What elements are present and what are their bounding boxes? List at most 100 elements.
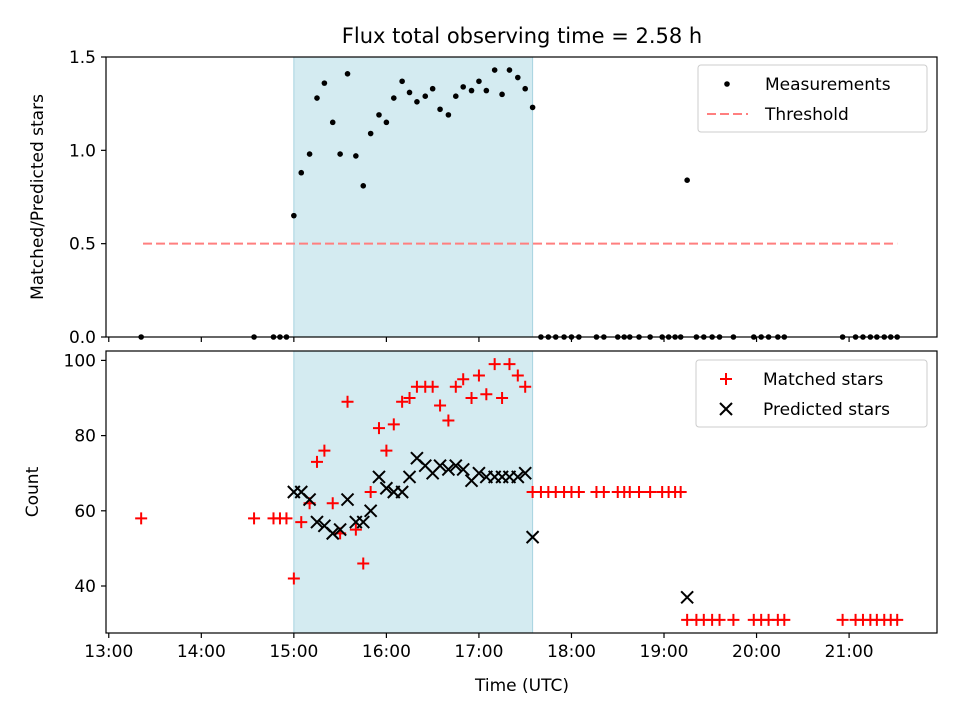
matched-star-point <box>496 392 509 404</box>
measurement-point <box>514 74 521 81</box>
x-tick-label: 13:00 <box>84 642 133 662</box>
legend-threshold-label: Threshold <box>764 105 849 125</box>
matched-star-point <box>135 512 148 525</box>
predicted-star-point <box>356 515 370 529</box>
matched-star-point <box>674 486 687 498</box>
matched-star-point <box>442 414 455 427</box>
predicted-star-point <box>302 492 317 507</box>
legend-predicted-marker <box>719 402 733 416</box>
matched-star-point <box>287 572 300 585</box>
matched-star-point <box>341 395 354 408</box>
measurement-point <box>437 106 443 113</box>
top-legend: Measurements Threshold <box>697 64 928 133</box>
measurement-point <box>406 89 413 96</box>
measurement-point <box>445 112 452 118</box>
measurement-point <box>344 71 351 77</box>
matched-star-point <box>372 422 385 435</box>
matched-star-point <box>310 455 323 468</box>
matched-star-point <box>511 369 524 382</box>
predicted-star-point <box>310 515 324 529</box>
measurement-point <box>367 130 374 137</box>
measurement-point <box>376 112 382 118</box>
bottom-x-ticks: 13:00 14:00 15:00 16:00 17:00 18:00 19:00 20:00… <box>84 633 874 662</box>
predicted-star-point <box>456 462 470 477</box>
matched-star-point <box>326 497 339 510</box>
y-tick-label: 1.5 <box>69 48 96 68</box>
measurement-point <box>414 99 420 105</box>
matched-star-point <box>295 516 308 529</box>
measurement-point <box>476 78 482 85</box>
predicted-star-point <box>402 470 417 484</box>
predicted-star-point <box>511 470 525 484</box>
matched-star-point <box>488 358 501 371</box>
matched-star-point <box>644 486 657 498</box>
predicted-star-point <box>395 485 409 499</box>
measurement-point <box>399 78 405 85</box>
y-tick-label: 0.0 <box>69 328 96 348</box>
legend-matched-label: Matched stars <box>763 370 883 390</box>
figure-title: Flux total observing time = 2.58 h <box>342 24 702 48</box>
matched-star-point <box>836 613 849 626</box>
x-tick-label: 16:00 <box>362 642 411 662</box>
legend-matched-marker <box>720 373 732 385</box>
measurement-point <box>491 67 498 73</box>
predicted-star-point <box>525 530 540 544</box>
matched-star-point <box>480 388 493 401</box>
y-tick-label: 60 <box>74 502 96 522</box>
measurement-point <box>506 67 513 73</box>
measurement-point <box>452 93 459 99</box>
matched-star-point <box>891 613 904 626</box>
matched-star-point <box>364 486 377 498</box>
matched-star-point <box>396 395 409 408</box>
matched-star-point <box>727 613 740 626</box>
matched-star-point <box>778 613 791 626</box>
predicted-star-point <box>433 458 447 473</box>
matched-star-point <box>519 380 532 393</box>
predicted-star-point <box>333 522 347 537</box>
bottom-legend-box <box>695 359 928 428</box>
matched-star-point <box>449 380 462 393</box>
predicted-star-point <box>449 458 463 473</box>
x-axis-label: Time (UTC) <box>474 676 569 696</box>
measurement-point <box>468 87 475 94</box>
matched-star-point <box>318 444 331 457</box>
top-axes-frame <box>105 56 938 338</box>
predicted-star-point <box>379 481 394 495</box>
top-panel: 0.0 0.5 1.0 1.5 Matched/Predicted stars Mea… <box>28 48 938 348</box>
measurement-point <box>298 169 305 176</box>
matched-star-points <box>135 358 904 626</box>
measurement-point <box>306 151 313 157</box>
x-tick-label: 18:00 <box>547 642 596 662</box>
bottom-axes-frame <box>105 350 938 634</box>
y-tick-label: 40 <box>74 577 96 597</box>
measurement-point <box>291 212 297 219</box>
measurement-point <box>360 183 367 189</box>
top-x-ticks <box>108 337 850 342</box>
predicted-star-points <box>287 451 694 604</box>
x-tick-label: 17:00 <box>454 642 503 662</box>
matched-star-point <box>572 486 585 498</box>
matched-star-point <box>387 418 400 431</box>
measurement-point <box>422 93 429 99</box>
measurement-point <box>483 87 490 94</box>
predicted-star-point <box>363 504 378 518</box>
predicted-star-point <box>372 470 386 484</box>
measurement-point <box>499 91 505 98</box>
matched-star-point <box>503 358 516 371</box>
measurement-point <box>429 85 436 92</box>
measurement-point <box>337 151 343 157</box>
bottom-legend: Matched stars Predicted stars <box>695 359 928 428</box>
measurement-point <box>321 80 328 86</box>
x-tick-label: 19:00 <box>640 642 689 662</box>
measurement-point <box>522 85 529 92</box>
matched-star-point <box>357 557 370 570</box>
x-tick-label: 14:00 <box>177 642 226 662</box>
bottom-shaded-span <box>293 350 534 634</box>
legend-measurements-label: Measurements <box>765 75 891 95</box>
y-tick-label: 0.5 <box>69 235 96 255</box>
bottom-y-axis-label: Count <box>23 466 43 517</box>
matched-star-point <box>434 399 447 412</box>
predicted-star-point <box>518 466 532 480</box>
matched-star-point <box>457 373 470 386</box>
